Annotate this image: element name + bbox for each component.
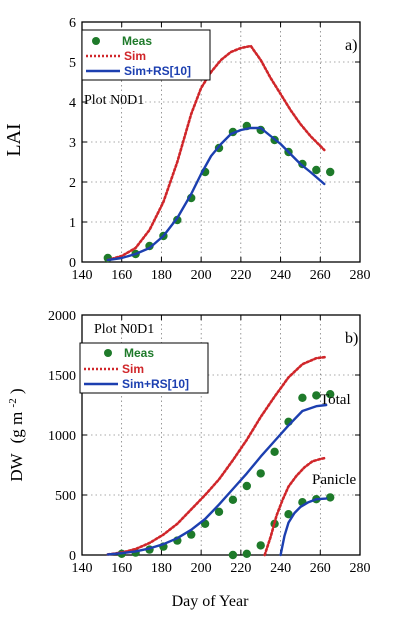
panel-b-line-sim-total xyxy=(106,355,328,556)
panel-b-ylabel-close: ) xyxy=(7,388,26,394)
panel-a-x-tick-label: 240 xyxy=(270,268,291,283)
panel-b-legend: Meas Sim Sim+RS[10] xyxy=(79,342,209,394)
panel-a-y-tick-label: 3 xyxy=(69,136,76,151)
panel-a-x-tick-label: 220 xyxy=(230,268,251,283)
panel-b-annotation-total: Total xyxy=(320,392,351,408)
panel-b-line-sim-rs-10-panicle xyxy=(279,497,328,557)
panel-b-x-tick-label: 260 xyxy=(310,561,331,576)
svg-text:DW (g m -2: DW (g m -2 ) xyxy=(1,388,26,481)
panel-b-point-meas-total xyxy=(228,495,238,504)
panel-b-series xyxy=(106,355,335,560)
panel-b-y-tick-label: 1500 xyxy=(48,369,76,384)
panel-a-legend-meas: Meas xyxy=(122,34,152,48)
panel-a-y-tick-label: 0 xyxy=(69,256,76,271)
panel-b-ylabel-unit: (g m xyxy=(7,412,26,444)
panel-b-x-tick-label: 160 xyxy=(111,561,132,576)
panel-a-x-tick-label: 180 xyxy=(151,268,172,283)
panel-b-point-meas-panicle xyxy=(228,550,238,560)
panel-a-tag: a) xyxy=(345,37,357,54)
panel-b-point-meas-panicle xyxy=(256,541,265,550)
panel-a: 140 160 180 200 220 240 260 280 0 1 2 3 4 5 6 a) Plot … xyxy=(3,16,371,283)
panel-b-x-tick-label: 220 xyxy=(230,561,251,576)
panel-a-x-tick-label: 160 xyxy=(111,268,132,283)
panel-b-point-meas-panicle xyxy=(326,493,335,502)
panel-b-ylabel-sup: -2 xyxy=(7,398,19,407)
panel-b-point-meas-total xyxy=(270,447,279,456)
panel-b-point-meas-total xyxy=(326,390,335,399)
panel-a-y-tick-label: 4 xyxy=(69,96,76,111)
panel-a-x-tick-label: 280 xyxy=(350,268,371,283)
panel-a-x-tick-label: 260 xyxy=(310,268,331,283)
panel-a-y-tick-label: 1 xyxy=(69,216,76,231)
panel-b-point-meas-panicle xyxy=(242,549,252,558)
panel-a-x-tick-label: 140 xyxy=(72,268,93,283)
panel-b-legend-sim: Sim xyxy=(122,362,144,376)
panel-b-point-meas-total xyxy=(256,469,265,478)
panel-b-x-tick-label: 280 xyxy=(350,561,371,576)
panel-b-ylabel-main: DW xyxy=(7,452,26,481)
panel-b-tag: b) xyxy=(345,330,358,347)
panel-b-legend-meas: Meas xyxy=(124,346,154,360)
panel-b-point-meas-total xyxy=(242,481,252,491)
panel-b-y-tick-label: 2000 xyxy=(48,309,76,324)
panel-b-plot-label: Plot N0D1 xyxy=(94,322,154,337)
panel-b-point-meas-total xyxy=(214,507,224,516)
panel-b-point-meas-panicle xyxy=(284,510,293,519)
panel-b-x-tick-label: 200 xyxy=(191,561,212,576)
panel-b-point-meas-total xyxy=(187,530,196,539)
panel-a-y-tick-label: 5 xyxy=(69,56,76,71)
panel-b-plot-area: 140 160 180 200 220 240 260 280 0 500 1000 1500 2000 xyxy=(48,309,371,576)
panel-b-x-tick-label: 140 xyxy=(72,561,93,576)
panel-a-line-sim-rs-10 xyxy=(106,126,326,262)
panel-a-plot-label: Plot N0D1 xyxy=(84,93,144,108)
panel-a-legend-meas-marker xyxy=(92,37,100,45)
panel-a-point-meas xyxy=(312,165,321,175)
panel-b-line-sim-rs-10-total xyxy=(106,403,328,556)
panel-b-annotation-panicle: Panicle xyxy=(312,472,356,488)
panel-b-y-tick-label: 500 xyxy=(55,489,76,504)
panel-a-point-meas xyxy=(326,167,335,177)
panel-a-series xyxy=(103,44,335,263)
panel-b-y-tick-label: 0 xyxy=(69,549,76,564)
panel-b-point-meas-total xyxy=(312,391,321,400)
panel-a-y-axis-label: LAI xyxy=(3,123,25,156)
panel-a-line-sim xyxy=(106,44,326,262)
panel-b-legend-simrs: Sim+RS[10] xyxy=(122,377,189,391)
panel-a-legend-sim: Sim xyxy=(124,49,146,63)
panel-b-x-axis-label: Day of Year xyxy=(172,593,250,610)
panel-b-y-axis-label: DW (g m -2 ) xyxy=(1,388,26,481)
panel-a-plot-area: 140 160 180 200 220 240 260 280 0 1 2 3 4 5 6 xyxy=(69,16,371,283)
panel-a-legend: Meas Sim Sim+RS[10] xyxy=(81,29,211,81)
panel-b-x-tick-label: 180 xyxy=(151,561,172,576)
panel-b-x-tick-label: 240 xyxy=(270,561,291,576)
panel-b-point-meas-total xyxy=(298,393,307,402)
panel-b: 140 160 180 200 220 240 260 280 0 500 1000 1500 2000… xyxy=(1,309,371,610)
panel-b-y-tick-label: 1000 xyxy=(48,429,76,444)
panel-b-legend-meas-marker xyxy=(104,349,112,357)
panel-a-x-tick-label: 200 xyxy=(191,268,212,283)
panel-a-y-tick-label: 6 xyxy=(69,16,76,31)
panel-a-legend-simrs: Sim+RS[10] xyxy=(124,64,191,78)
panel-a-y-tick-label: 2 xyxy=(69,176,76,191)
panel-b-line-sim-panicle xyxy=(263,456,328,557)
